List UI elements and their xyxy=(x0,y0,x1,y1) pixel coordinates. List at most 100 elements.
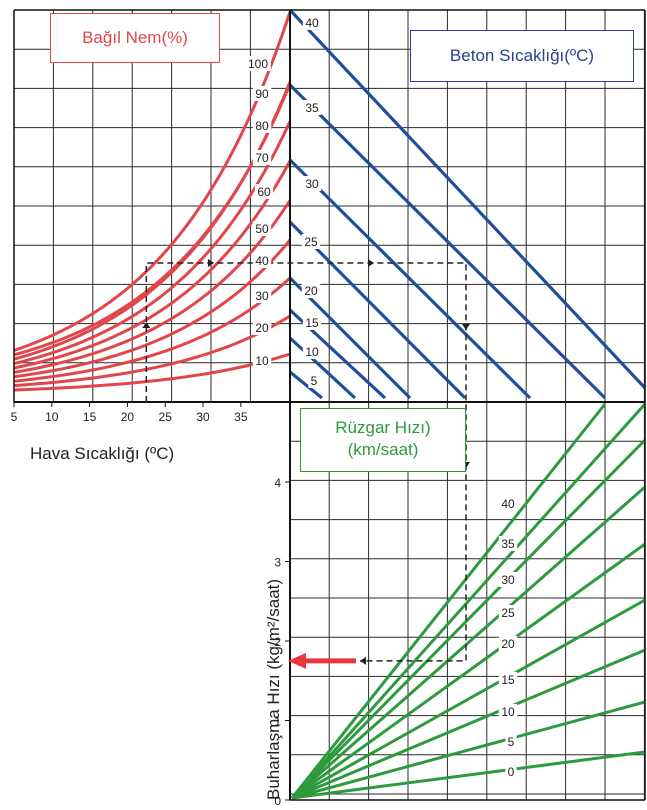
rh-curve-label-30-bg xyxy=(252,288,272,303)
relative-humidity-curves xyxy=(13,11,292,392)
wind-speed-title-line2: (km/saat) xyxy=(347,440,419,459)
wind-line-label-40: 40 xyxy=(501,497,515,511)
wind-line-label-10-bg xyxy=(498,704,518,719)
wind-line-label-20-bg xyxy=(498,636,518,651)
concrete-line-label-40: 40 xyxy=(305,16,319,30)
path-arrow-right-2 xyxy=(368,259,374,267)
wind-line-0 xyxy=(291,750,646,800)
wind-speed-title: Rüzgar Hızı) (km/saat) xyxy=(300,408,466,472)
rh-curve-label-70-bg xyxy=(252,150,272,165)
concrete-line-label-15-bg xyxy=(302,315,322,330)
x-tick-label-20: 20 xyxy=(121,410,135,424)
rh-curve-60 xyxy=(13,160,292,370)
rh-curve-label-80: 80 xyxy=(255,119,269,133)
example-path xyxy=(142,259,470,669)
y-tick-label-2: 2 xyxy=(274,635,281,649)
wind-line-20 xyxy=(291,542,646,800)
rh-curve-label-90-bg xyxy=(252,86,272,101)
rh-curve-label-80-bg xyxy=(252,118,272,133)
evaporation-rate-axis-label: Buharlaşma Hızı (kg/m²/saat) xyxy=(264,578,283,800)
wind-line-label-0: 0 xyxy=(508,765,515,779)
rh-curve-label-10-bg xyxy=(252,353,272,368)
concrete-line-25 xyxy=(288,220,467,400)
rh-curve-label-100: 100 xyxy=(248,57,268,71)
air-temperature-axis-label: Hava Sıcaklığı (ºC) xyxy=(30,444,175,463)
concrete-line-label-10-bg xyxy=(302,344,322,359)
wind-line-label-15-bg xyxy=(498,672,518,687)
y-tick-label-4: 4 xyxy=(274,476,281,490)
wind-line-label-0-bg xyxy=(505,764,517,779)
concrete-line-10 xyxy=(288,336,357,400)
path-arrow-up xyxy=(142,322,151,328)
rh-curve-90 xyxy=(13,83,292,357)
wind-line-label-25-bg xyxy=(498,605,518,620)
concrete-line-40 xyxy=(288,8,647,390)
wind-line-label-5-bg xyxy=(505,734,517,749)
concrete-line-label-35-bg xyxy=(302,100,322,115)
rh-curve-label-50-bg xyxy=(252,221,272,236)
wind-line-10 xyxy=(291,648,646,800)
rh-curve-label-90: 90 xyxy=(255,87,269,101)
concrete-line-label-30-bg xyxy=(302,176,322,191)
concrete-temperature-title: Beton Sıcaklığı(ºC) xyxy=(410,30,634,82)
example-path-line xyxy=(145,262,467,662)
wind-line-label-15: 15 xyxy=(501,673,515,687)
rh-curve-label-50: 50 xyxy=(255,222,269,236)
concrete-line-label-25-bg xyxy=(301,234,321,249)
wind-line-15 xyxy=(291,598,646,800)
wind-line-40 xyxy=(290,403,607,799)
concrete-line-35 xyxy=(288,83,607,400)
rh-curve-label-40-bg xyxy=(252,253,272,268)
concrete-line-30 xyxy=(288,158,532,400)
wind-line-30 xyxy=(290,438,647,800)
x-tick-label-30: 30 xyxy=(196,410,210,424)
relative-humidity-title: Bağıl Nem(%) xyxy=(50,13,220,63)
concrete-line-label-30: 30 xyxy=(305,177,319,191)
concrete-line-label-40-bg xyxy=(302,15,322,30)
x-tick-label-10: 10 xyxy=(45,410,59,424)
wind-line-label-20: 20 xyxy=(501,637,515,651)
path-arrow-down-1 xyxy=(462,324,470,330)
rh-curve-label-20: 20 xyxy=(255,321,269,335)
wind-line-5 xyxy=(291,700,646,800)
concrete-line-label-5: 5 xyxy=(311,374,318,388)
wind-line-label-35-bg xyxy=(498,536,518,551)
rh-curve-label-20-bg xyxy=(252,320,272,335)
concrete-line-5 xyxy=(288,370,324,400)
result-arrow-head xyxy=(288,652,306,669)
path-arrow-left xyxy=(360,656,366,665)
concrete-line-label-25: 25 xyxy=(304,235,318,249)
concrete-line-label-5-bg xyxy=(308,373,320,388)
wind-line-label-5: 5 xyxy=(508,735,515,749)
wind-line-label-30-bg xyxy=(498,572,518,587)
x-tick-label-35: 35 xyxy=(234,410,248,424)
rh-curve-20 xyxy=(13,314,291,388)
rh-curve-label-30: 30 xyxy=(255,289,269,303)
concrete-line-label-10: 10 xyxy=(305,345,319,359)
rh-curve-label-60-bg xyxy=(254,184,274,199)
rh-curve-label-40: 40 xyxy=(255,254,269,268)
rh-curve-70 xyxy=(13,120,292,366)
rh-curve-40 xyxy=(13,239,292,379)
wind-line-label-10: 10 xyxy=(501,705,515,719)
rh-curve-30 xyxy=(13,276,292,383)
path-arrow-right-1 xyxy=(208,259,214,267)
wind-line-35 xyxy=(290,402,647,800)
wind-speed-lines xyxy=(290,402,647,800)
wind-line-label-25: 25 xyxy=(501,606,515,620)
concrete-temperature-lines xyxy=(288,8,647,400)
chart-axes xyxy=(13,9,646,801)
chart-grid xyxy=(13,9,645,800)
rh-curve-100 xyxy=(13,11,292,352)
x-tick-label-15: 15 xyxy=(83,410,97,424)
x-tick-label-5: 5 xyxy=(11,410,18,424)
rh-curve-label-10: 10 xyxy=(255,354,269,368)
y-tick-label-0: 0 xyxy=(274,794,281,808)
x-tick-label-25: 25 xyxy=(159,410,173,424)
wind-line-label-35: 35 xyxy=(501,537,515,551)
wind-speed-title-line1: Rüzgar Hızı) xyxy=(335,418,431,437)
concrete-line-label-20-bg xyxy=(301,283,321,298)
rh-curve-label-100-bg xyxy=(245,56,271,71)
concrete-line-label-20: 20 xyxy=(304,284,318,298)
